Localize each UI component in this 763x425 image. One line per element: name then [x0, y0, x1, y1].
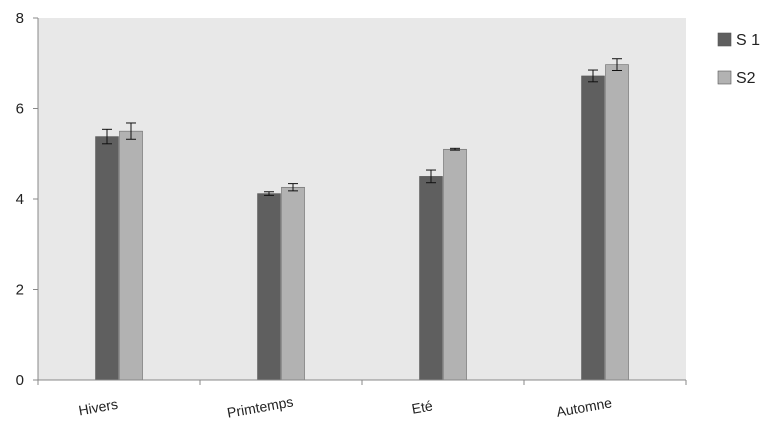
x-category-label: Hivers [77, 396, 119, 419]
bar-s1 [257, 193, 281, 381]
bar-s2 [281, 186, 305, 381]
legend-label-s2: S2 [736, 70, 756, 87]
y-axis-ticks: 0 2 4 6 8 [16, 10, 38, 389]
x-category-label: Primtemps [226, 393, 295, 420]
bar-s2 [119, 130, 143, 381]
legend: S 1 S2 [717, 32, 760, 87]
bar-s1 [581, 75, 605, 381]
x-category-label: Eté [410, 397, 434, 416]
y-tick-label: 6 [16, 101, 24, 118]
legend-label-s1: S 1 [736, 32, 760, 49]
error-bars-group [102, 58, 622, 196]
y-tick-label: 2 [16, 282, 24, 299]
bars-group [95, 64, 629, 381]
y-tick-label: 0 [16, 372, 24, 389]
y-tick-label: 8 [16, 10, 24, 27]
legend-swatch-s1 [717, 32, 732, 47]
x-axis-ticks: Hivers Primtemps Eté Automne [37, 380, 687, 421]
bar-s1 [419, 176, 443, 381]
legend-swatch-s2 [717, 70, 732, 85]
y-tick-label: 4 [16, 191, 24, 208]
bar-s1 [95, 136, 119, 381]
bar-s2 [605, 64, 629, 381]
bar-s2 [443, 148, 467, 381]
plot-area [38, 18, 686, 380]
x-category-label: Automne [555, 394, 613, 420]
